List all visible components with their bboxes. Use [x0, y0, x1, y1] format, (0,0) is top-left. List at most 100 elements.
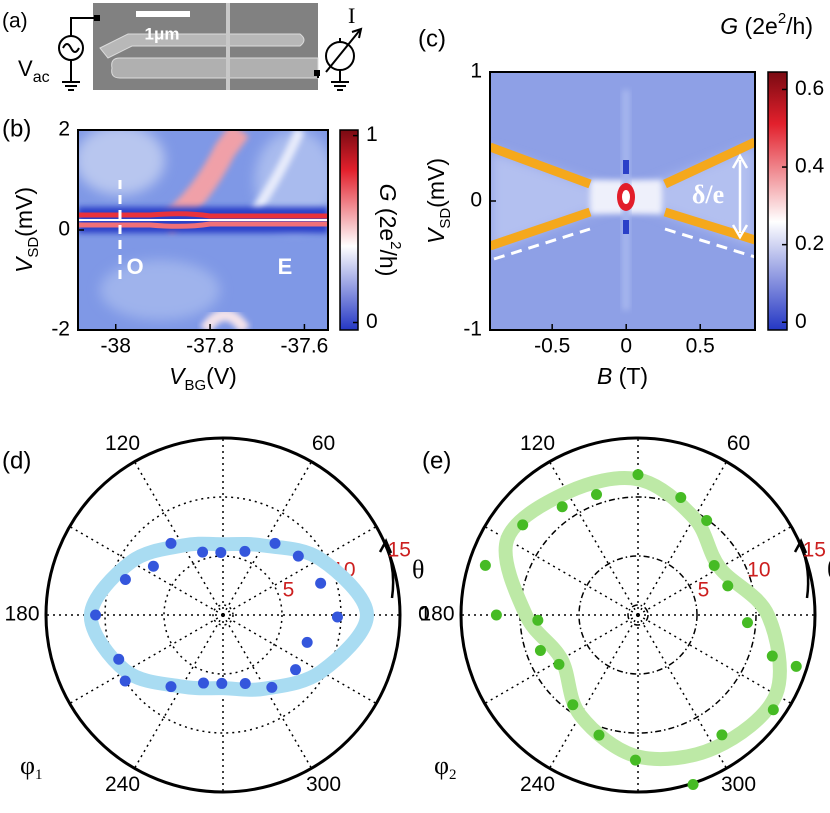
- panel-label: (a): [2, 10, 28, 33]
- data-point: [331, 611, 343, 623]
- scale-bar: [136, 11, 190, 17]
- heatmap-b-image: [78, 130, 328, 330]
- data-point: [90, 609, 102, 621]
- data-point: [147, 560, 159, 572]
- polar-outer-circle: [459, 436, 817, 794]
- theta-tick-label: 180: [4, 603, 39, 626]
- panel-a: (a) 1μm I Vac: [2, 3, 363, 91]
- data-point: [479, 559, 491, 571]
- data-point: [553, 658, 565, 670]
- x-tick-label: -38: [101, 335, 131, 358]
- heatmap-feature: [622, 190, 630, 204]
- contact: [94, 15, 100, 21]
- data-point: [517, 519, 529, 531]
- theta-tick-label: 240: [105, 773, 140, 796]
- theta-tick-label: 0: [418, 603, 430, 626]
- fit-curve: [83, 536, 374, 697]
- data-point: [741, 617, 753, 629]
- data-point: [490, 609, 502, 621]
- theta-tick-label: 60: [312, 432, 335, 455]
- phi-label: φ1: [20, 751, 43, 783]
- data-point: [269, 537, 281, 549]
- data-point: [687, 778, 699, 790]
- heatmap-feature: [78, 130, 165, 195]
- annotation: E: [278, 254, 293, 279]
- data-point: [722, 580, 734, 592]
- x-axis-label-part: (T): [612, 363, 648, 389]
- data-point: [532, 614, 544, 626]
- data-point: [266, 681, 278, 693]
- polar-grid-circle: [519, 496, 757, 734]
- colorbar-tick-label: 0.2: [795, 232, 824, 255]
- polar-grid-circle: [578, 555, 698, 675]
- sem-gate: [226, 3, 230, 90]
- phi-label-part: φ: [434, 751, 449, 780]
- heatmap-feature: [255, 130, 328, 230]
- colorbar-label-part: G: [375, 184, 401, 202]
- colorbar-label-part: G: [720, 13, 738, 39]
- source-label-main: V: [18, 56, 33, 81]
- data-point: [629, 754, 641, 766]
- data-point: [119, 675, 131, 687]
- theta-tick-label: 120: [520, 432, 555, 455]
- x-axis-label-part: B: [597, 363, 612, 389]
- x-axis-label: B (T): [597, 363, 648, 389]
- theta-tick-label: 60: [727, 432, 750, 455]
- heatmap-feature: [623, 220, 629, 234]
- x-axis-label-part: BG: [184, 377, 206, 394]
- guide-line: [493, 227, 755, 261]
- heatmap-feature: [78, 221, 328, 229]
- polar-outer-circle: [44, 436, 402, 794]
- data-point: [315, 577, 327, 589]
- data-point: [165, 681, 177, 693]
- x-tick-label: -37.6: [280, 335, 328, 358]
- colorbar-label-part: 2: [387, 241, 404, 249]
- x-axis-label-part: (V): [206, 363, 237, 389]
- y-axis-label-part: (mV): [423, 158, 449, 208]
- data-point: [567, 699, 579, 711]
- y-axis-label-part: V: [11, 255, 37, 273]
- colorbar-tick-label: 1: [366, 123, 378, 146]
- data-point: [165, 537, 177, 549]
- y-axis-label-part: SD: [25, 237, 42, 258]
- polar-center-ring: [627, 604, 649, 626]
- x-tick-label: 0: [620, 335, 632, 358]
- phi-label-part: 2: [449, 767, 457, 783]
- colorbar: [767, 71, 788, 331]
- annotation: O: [126, 254, 143, 279]
- data-point: [197, 546, 209, 558]
- heatmap-feature: [250, 130, 305, 215]
- colorbar: [339, 129, 359, 331]
- sem-wire: [99, 33, 305, 59]
- polar-center-ring: [212, 604, 234, 626]
- r-tick-label: 15: [803, 538, 826, 561]
- data-point: [767, 704, 779, 716]
- colorbar-label: G (2e2/h): [720, 10, 813, 39]
- phi-label-part: φ: [20, 751, 35, 780]
- y-axis-label: VSD(mV): [423, 158, 454, 244]
- data-point: [632, 469, 644, 481]
- heatmap-feature: [623, 160, 629, 174]
- colorbar-label-part: (2e: [738, 13, 778, 39]
- colorbar-label-part: /h): [375, 250, 401, 277]
- data-point: [556, 501, 568, 513]
- data-point: [292, 550, 304, 562]
- y-axis-label-part: V: [423, 226, 449, 244]
- y-tick-label: 0: [58, 218, 70, 241]
- x-tick-label: -0.5: [534, 335, 570, 358]
- data-point: [766, 650, 778, 662]
- r-tick-label: 15: [388, 538, 411, 561]
- sem-wire: [111, 57, 319, 79]
- r-tick-label: 5: [283, 579, 295, 602]
- data-point: [675, 491, 687, 503]
- gap-arrow: [731, 153, 749, 240]
- panel-label: (c): [418, 25, 446, 52]
- data-point: [216, 677, 228, 689]
- data-point: [197, 677, 209, 689]
- phi-label-part: 1: [35, 767, 43, 783]
- x-tick-label: 0.5: [686, 335, 715, 358]
- data-point: [119, 573, 131, 585]
- y-tick-label: 2: [58, 118, 70, 141]
- gap-edge: [490, 137, 755, 251]
